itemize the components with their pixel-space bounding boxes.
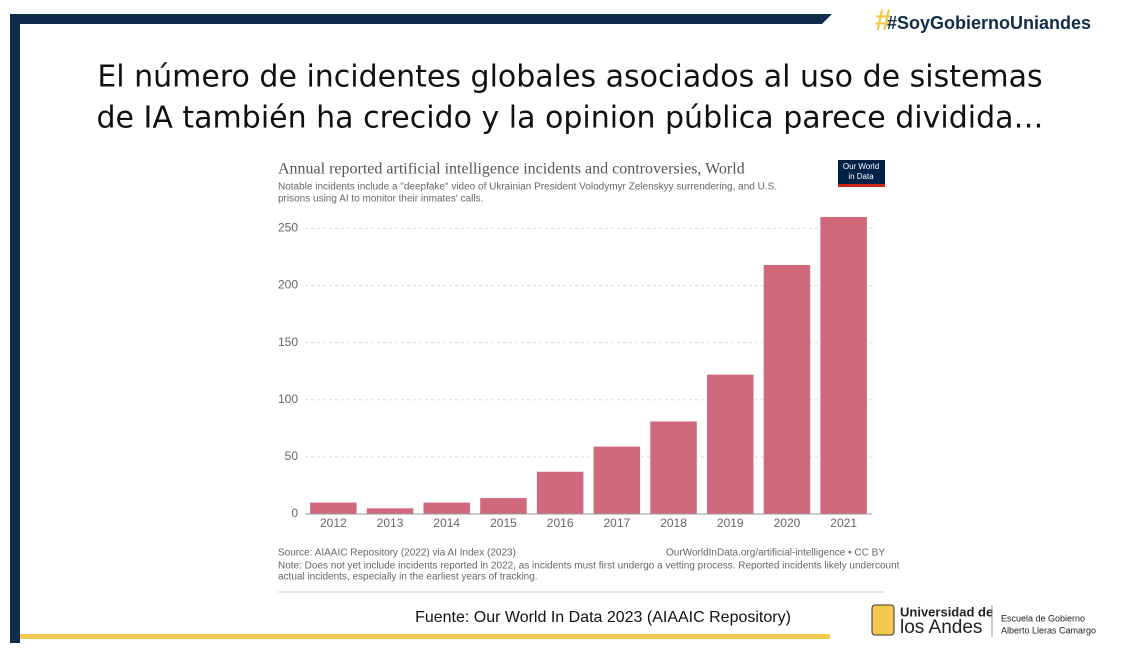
bar	[480, 498, 527, 514]
x-tick-label: 2016	[547, 516, 574, 530]
y-tick-label: 200	[278, 278, 298, 292]
left-bar	[10, 14, 20, 643]
note: actual incidents, especially in the earl…	[278, 572, 538, 583]
footer-source: Fuente: Our World In Data 2023 (AIAAIC R…	[415, 609, 791, 626]
university: los Andes	[900, 617, 982, 638]
url: OurWorldInData.org/artificial-intelligen…	[666, 548, 885, 559]
x-tick-label: 2012	[320, 516, 347, 530]
owid-logo-line	[838, 184, 885, 187]
bar	[763, 264, 811, 514]
x-tick-label: 2021	[830, 516, 857, 530]
source: Source: AIAAIC Repository (2022) via AI …	[278, 548, 516, 559]
x-tick-label: 2020	[774, 516, 801, 530]
owid-logo-text: Our World	[843, 162, 879, 171]
school: Escuela de Gobierno	[1001, 613, 1085, 623]
x-tick-label: 2018	[660, 516, 687, 530]
bar	[536, 471, 584, 514]
x-tick-label: 2019	[717, 516, 744, 530]
y-tick-label: 100	[278, 392, 298, 406]
owid-logo-text: in Data	[848, 172, 874, 181]
y-tick-label: 150	[278, 335, 298, 349]
bar	[366, 508, 414, 514]
bar	[423, 502, 470, 514]
y-tick-label: 250	[278, 221, 298, 235]
heading: de IA también ha crecido y la opinion pú…	[96, 101, 1043, 136]
top-bar	[10, 14, 832, 24]
note: Note: Does not yet include incidents rep…	[278, 561, 900, 572]
chart-subtitle: prisons using AI to monitor their inmate…	[278, 194, 483, 205]
bar	[820, 217, 867, 514]
university: Universidad de	[900, 604, 993, 619]
x-tick-label: 2014	[433, 516, 460, 530]
x-tick-label: 2017	[603, 516, 630, 530]
brand: #SoyGobiernoUniandes	[887, 13, 1091, 33]
x-tick-label: 2013	[377, 516, 404, 530]
x-tick-label: 2015	[490, 516, 517, 530]
bar	[593, 446, 641, 514]
uni-shield	[871, 604, 895, 636]
y-tick-label: 50	[285, 449, 299, 463]
heading: El número de incidentes globales asociad…	[97, 60, 1042, 95]
school: Alberto Lleras Camargo	[1001, 625, 1096, 635]
bar	[310, 502, 357, 514]
bar	[707, 374, 754, 514]
bottom-bar	[20, 634, 830, 639]
chart-subtitle: Notable incidents include a "deepfake" v…	[278, 182, 777, 193]
owid-logo	[838, 160, 885, 186]
chart-title: Annual reported artificial intelligence …	[278, 161, 745, 178]
y-tick-label: 0	[291, 506, 298, 520]
brand-hash: #	[875, 4, 892, 37]
bar	[650, 421, 697, 514]
